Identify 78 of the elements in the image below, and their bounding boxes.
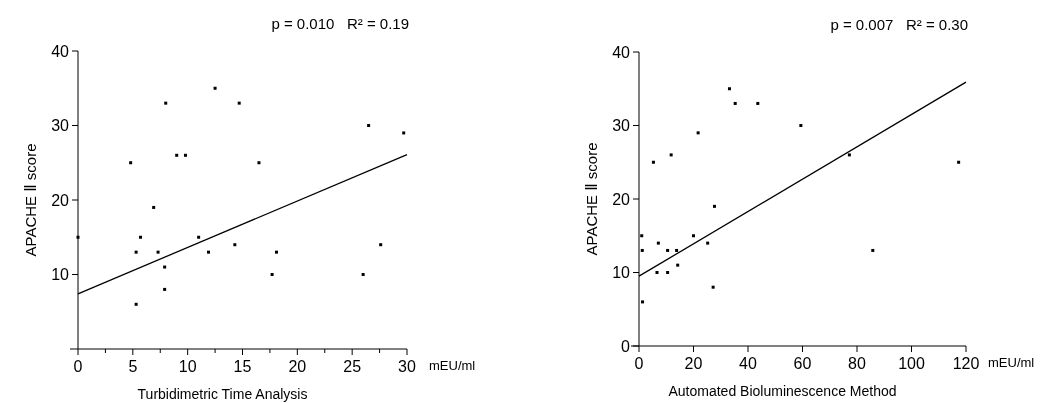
point xyxy=(367,124,371,127)
point xyxy=(257,161,261,165)
x-tick-label: 40 xyxy=(739,355,757,372)
point xyxy=(656,241,660,245)
y-tick-label: 10 xyxy=(51,266,70,284)
point xyxy=(711,285,715,289)
point xyxy=(640,248,644,252)
point xyxy=(733,101,737,105)
point xyxy=(163,287,167,291)
point xyxy=(183,153,187,157)
point xyxy=(164,101,168,105)
y-tick-label: 20 xyxy=(612,190,631,208)
x-axis-title: Automated Bioluminescence Method xyxy=(668,383,897,399)
y-axis-title: APACHE Ⅱ score xyxy=(583,142,600,256)
text: p = 0.007 R² = 0.30 xyxy=(830,16,968,33)
point xyxy=(655,271,659,274)
point xyxy=(361,273,365,276)
y-tick-label: 40 xyxy=(51,42,70,60)
point xyxy=(756,101,760,105)
point xyxy=(641,300,645,304)
x-tick-label: 10 xyxy=(178,358,197,375)
point xyxy=(847,153,851,157)
x-tick-label: 20 xyxy=(288,358,307,375)
point xyxy=(712,204,716,208)
y-tick-label: 0 xyxy=(621,337,631,355)
text: p = 0.010 R² = 0.19 xyxy=(271,15,409,32)
x-tick-label: 0 xyxy=(634,355,644,372)
point xyxy=(692,234,695,238)
point xyxy=(669,153,673,157)
x-tick-label: 120 xyxy=(952,355,980,372)
y-tick-label: 30 xyxy=(612,117,631,135)
point xyxy=(134,250,138,254)
x-tick-label: 0 xyxy=(73,358,83,375)
y-tick-label: 40 xyxy=(612,43,631,61)
point xyxy=(275,250,278,254)
point xyxy=(237,101,241,105)
point xyxy=(207,250,210,254)
text: mEU/ml xyxy=(429,358,476,373)
point xyxy=(233,243,237,247)
point xyxy=(957,160,961,164)
point xyxy=(675,248,679,252)
point xyxy=(666,248,670,252)
x-tick-label: 5 xyxy=(128,358,138,375)
point xyxy=(163,265,167,269)
point xyxy=(871,248,875,252)
x-tick-label: 15 xyxy=(233,358,252,375)
point xyxy=(76,235,80,239)
point xyxy=(402,131,406,135)
point xyxy=(175,153,179,157)
point xyxy=(706,241,710,245)
point xyxy=(651,160,655,164)
x-tick-label: 25 xyxy=(343,358,362,375)
point xyxy=(134,302,138,306)
point xyxy=(676,263,680,267)
point xyxy=(799,124,803,127)
x-tick-label: 100 xyxy=(898,355,925,372)
point xyxy=(270,273,274,276)
y-tick-label: 30 xyxy=(51,117,70,135)
point xyxy=(379,243,383,247)
point xyxy=(156,250,160,254)
point xyxy=(666,271,670,274)
point xyxy=(197,235,201,239)
point xyxy=(696,131,700,135)
x-tick-label: 20 xyxy=(684,355,703,372)
y-axis-title: APACHE Ⅱ score xyxy=(22,143,39,257)
point xyxy=(152,205,156,209)
y-tick-label: 20 xyxy=(51,191,70,209)
y-tick-label: 10 xyxy=(612,264,631,282)
x-tick-label: 30 xyxy=(398,358,416,375)
text: mEU/ml xyxy=(988,355,1035,370)
point xyxy=(640,234,644,238)
point xyxy=(139,235,143,239)
x-tick-label: 60 xyxy=(793,355,812,372)
x-tick-label: 80 xyxy=(848,355,866,372)
point xyxy=(129,161,133,165)
x-axis-title: Turbidimetric Time Analysis xyxy=(137,386,308,402)
point xyxy=(213,86,217,90)
point xyxy=(727,87,731,91)
